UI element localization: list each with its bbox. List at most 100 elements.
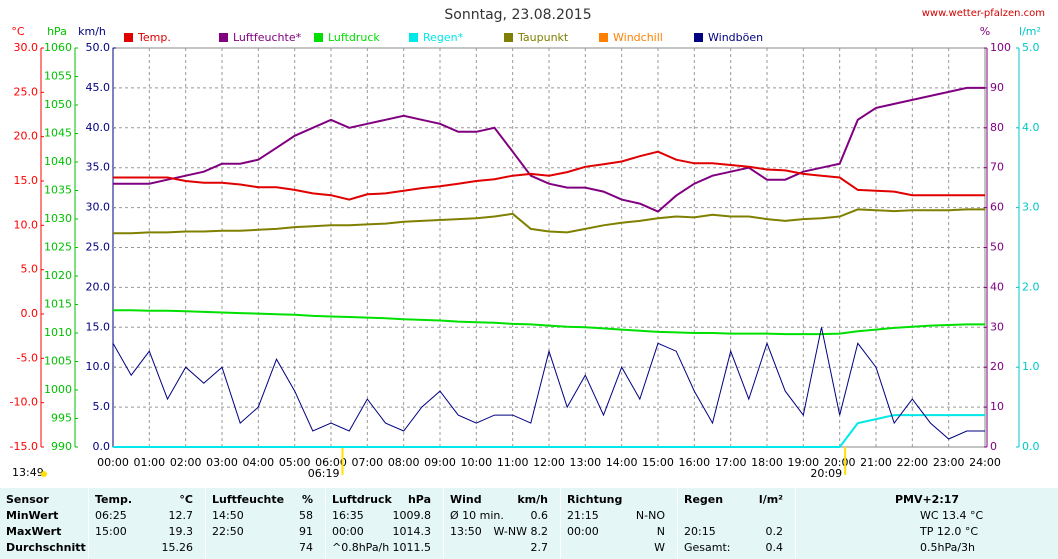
table-cell: 06:25 (95, 509, 127, 522)
x-tick-label: 24:00 (969, 456, 1001, 469)
y-tick-label: 0.0 (93, 440, 111, 453)
table-column: Sensor MinWert MaxWert Durchschnitt (0, 488, 88, 559)
x-tick-label: 07:00 (351, 456, 383, 469)
y-tick-label: 60 (990, 201, 1004, 214)
y-tick-label: 0.0 (21, 307, 39, 320)
table-cell: hPa (407, 493, 431, 506)
y-tick-label: 100 (990, 41, 1011, 54)
y-tick-label: 20.0 (14, 130, 39, 143)
y-tick-label: 3.0 (1022, 201, 1040, 214)
table-cell: N-NO (635, 509, 665, 522)
chart: Sonntag, 23.08.2015 www.wetter-pfalzen.c… (10, 7, 1045, 480)
y-tick-label: 25.0 (86, 241, 111, 254)
y-tick-label: 1050 (44, 98, 72, 111)
table-column: Richtung 21:15 N-NO 00:00 N W (561, 488, 677, 559)
table-cell: W (654, 541, 665, 554)
y-tick-label: 1035 (44, 184, 72, 197)
y-tick-label: 1055 (44, 70, 72, 83)
x-tick-label: 12:00 (533, 456, 565, 469)
x-tick-label: 17:00 (715, 456, 747, 469)
sun-label: 20:09 (810, 467, 842, 480)
x-tick-label: 13:00 (569, 456, 601, 469)
legend-label: Windchill (613, 31, 663, 44)
x-tick-label: 20:00 (824, 456, 856, 469)
table-cell: Durchschnitt (6, 541, 86, 554)
table-column: PMV+2:17 WC 13.4 °C TP 12.0 °C 0.5hPa/3h (796, 488, 1058, 559)
table-cell: 13:50 (450, 525, 482, 538)
y-tick-label: 15.0 (14, 174, 39, 187)
sun-label: 06:19 (308, 467, 340, 480)
table-column: Regen l/m² 20:15 0.2 Gesamt: 0.4 (678, 488, 795, 559)
y-tick-label: 15.0 (86, 320, 111, 333)
y-tick-label: 995 (51, 412, 72, 425)
y-tick-label: 990 (51, 440, 72, 453)
legend-label: Taupunkt (517, 31, 569, 44)
series-line (113, 309, 985, 336)
table-cell: 0.2 (765, 525, 784, 538)
axis-unit: % (980, 25, 990, 38)
y-tick-label: 30 (990, 320, 1004, 333)
table-cell: Luftfeuchte (212, 493, 285, 506)
y-tick-label: 40.0 (86, 121, 111, 134)
x-tick-label: 09:00 (424, 456, 456, 469)
table-cell: N (656, 525, 665, 538)
y-tick-label: 1.0 (1022, 360, 1040, 373)
table-cell: MaxWert (6, 525, 62, 538)
y-tick-label: 5.0 (93, 400, 111, 413)
x-tick-label: 00:00 (97, 456, 129, 469)
x-tick-label: 01:00 (133, 456, 165, 469)
table-cell: 22:50 (212, 525, 244, 538)
y-tick-label: 0.0 (1022, 440, 1040, 453)
x-tick-label: 06:00 (315, 456, 347, 469)
legend-swatch (694, 33, 703, 42)
x-tick-label: 02:00 (170, 456, 202, 469)
table-column: Luftfeuchte% 14:50 58 22:50 91 74 (206, 488, 325, 559)
y-tick-label: 1005 (44, 355, 72, 368)
table-cell: 0.5hPa/3h (920, 541, 976, 554)
y-tick-label: -10.0 (10, 396, 38, 409)
y-tick-label: 30.0 (14, 41, 39, 54)
y-tick-label: 35.0 (86, 161, 111, 174)
table-cell: Regen (684, 493, 724, 506)
series-line (113, 86, 985, 213)
table-cell: 0.4 (765, 541, 784, 554)
axis-unit: °C (11, 25, 25, 38)
table-cell: Sensor (6, 493, 49, 506)
y-tick-label: 20.0 (86, 280, 111, 293)
chart-title: Sonntag, 23.08.2015 (444, 7, 591, 23)
y-tick-label: 1020 (44, 269, 72, 282)
y-tick-label: 50 (990, 241, 1004, 254)
y-tick-label: 25.0 (14, 85, 39, 98)
series-line (113, 150, 985, 201)
table-cell: ^0.8hPa/h (332, 541, 390, 554)
table-cell: 91 (299, 525, 313, 538)
y-tick-label: 5.0 (21, 263, 39, 276)
y-tick-label: -5.0 (17, 351, 38, 364)
legend-label: Temp. (137, 31, 171, 44)
x-tick-label: 19:00 (787, 456, 819, 469)
y-tick-label: 10.0 (14, 218, 39, 231)
series-line (113, 208, 985, 235)
table-cell: °C (179, 493, 193, 506)
axis-unit: hPa (47, 25, 67, 38)
table-cell: 12.7 (168, 509, 194, 522)
table-cell: 15:00 (95, 525, 127, 538)
table-column: Luftdruck hPa 16:35 1009.8 00:00 1014.3 ^0.8hP… (326, 488, 443, 559)
y-tick-label: 1030 (44, 212, 72, 225)
table-cell: Ø 10 min. (450, 509, 504, 522)
table-cell: l/m² (758, 493, 783, 506)
legend-label: Windböen (708, 31, 763, 44)
axis-unit: l/m² (1019, 25, 1041, 38)
y-tick-label: 20 (990, 360, 1004, 373)
updated: 13:49 (12, 466, 44, 479)
y-tick-label: 1045 (44, 127, 72, 140)
table-cell: 1009.8 (392, 509, 432, 522)
y-tick-label: 1000 (44, 383, 72, 396)
y-tick-label: 1015 (44, 298, 72, 311)
y-tick-label: 0 (990, 440, 997, 453)
y-tick-label: 1060 (44, 41, 72, 54)
x-tick-label: 11:00 (497, 456, 529, 469)
y-tick-label: 50.0 (86, 41, 111, 54)
x-tick-label: 16:00 (678, 456, 710, 469)
